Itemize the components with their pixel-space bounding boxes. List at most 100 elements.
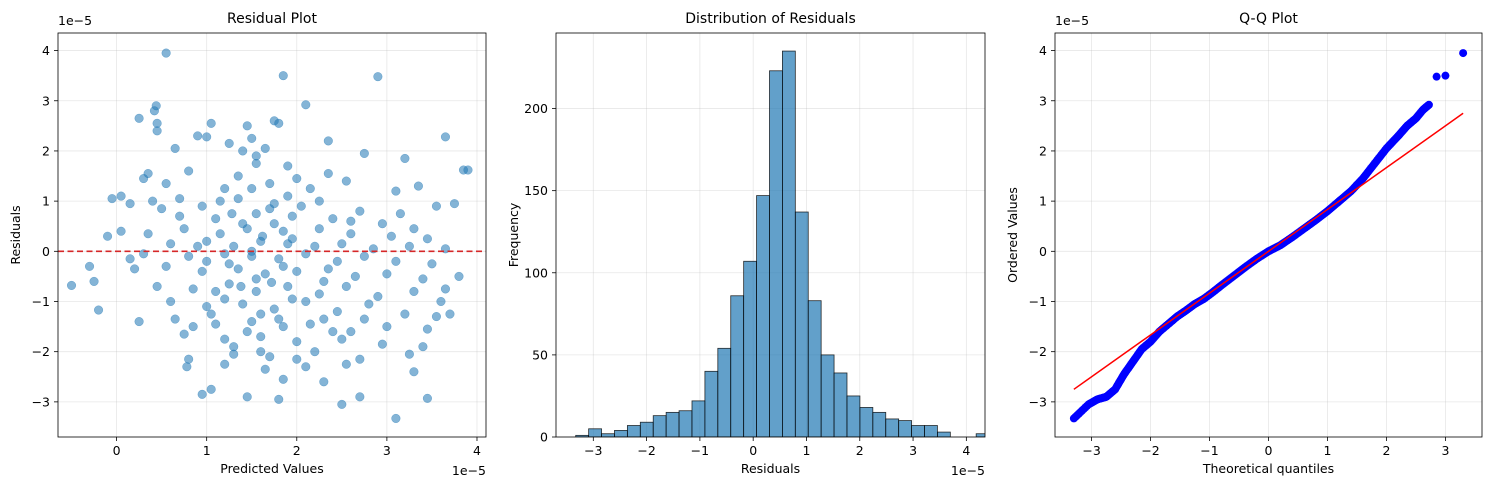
scatter-point bbox=[287, 211, 297, 221]
y-offset-text: 1e−5 bbox=[1055, 13, 1089, 28]
scatter-point bbox=[314, 224, 324, 234]
x-axis-title: Residuals bbox=[741, 461, 800, 476]
scatter-point bbox=[274, 394, 284, 404]
scatter-point bbox=[386, 231, 396, 241]
scatter-point bbox=[346, 229, 356, 239]
scatter-point bbox=[256, 332, 266, 342]
x-tick-label: 1 bbox=[802, 443, 810, 458]
plot-area bbox=[575, 50, 1002, 437]
scatter-point bbox=[179, 224, 189, 234]
scatter-point bbox=[251, 209, 261, 219]
x-axis-title: Predicted Values bbox=[220, 461, 324, 476]
histogram-bar bbox=[859, 407, 874, 437]
x-tick-label: −1 bbox=[1200, 443, 1218, 458]
scatter-point bbox=[341, 359, 351, 369]
scatter-point bbox=[257, 231, 268, 241]
scatter-point bbox=[440, 132, 451, 142]
scatter-point bbox=[404, 241, 414, 251]
scatter-point bbox=[175, 194, 185, 204]
scatter-point bbox=[202, 256, 212, 266]
scatter-point bbox=[220, 334, 230, 344]
scatter-point bbox=[143, 168, 153, 179]
scatter-point bbox=[89, 276, 99, 286]
scatter-point bbox=[116, 191, 126, 201]
scatter-point bbox=[266, 277, 277, 287]
scatter-point bbox=[220, 359, 230, 369]
histogram-bar bbox=[756, 195, 770, 437]
x-tick-label: 1 bbox=[203, 443, 211, 458]
scatter-point bbox=[283, 281, 293, 291]
scatter-point bbox=[328, 327, 338, 337]
scatter-point bbox=[236, 281, 246, 291]
x-tick-label: 4 bbox=[473, 443, 481, 458]
scatter-point bbox=[301, 362, 311, 372]
histogram-bar bbox=[601, 433, 615, 437]
scatter-point bbox=[373, 291, 383, 302]
axes-frame bbox=[555, 32, 986, 438]
scatter-point bbox=[278, 226, 288, 236]
scatter-point bbox=[251, 286, 261, 297]
scatter-point bbox=[355, 354, 365, 364]
y-tick-label: 0 bbox=[42, 244, 50, 259]
qq-point bbox=[1424, 100, 1433, 109]
y-tick-label: −1 bbox=[1029, 294, 1047, 309]
scatter-point bbox=[184, 166, 194, 176]
y-tick-label: 50 bbox=[532, 347, 548, 362]
scatter-point bbox=[188, 284, 198, 294]
scatter-point bbox=[346, 327, 356, 337]
scatter-point bbox=[260, 364, 270, 374]
scatter-point bbox=[265, 179, 275, 189]
y-tick-label: 0 bbox=[1039, 244, 1047, 259]
scatter-point bbox=[323, 136, 333, 146]
histogram-bar bbox=[769, 70, 783, 437]
scatter-point bbox=[260, 269, 270, 279]
scatter-point bbox=[422, 234, 432, 244]
scatter-point bbox=[265, 352, 275, 362]
scatter-point bbox=[125, 199, 135, 209]
scatter-point bbox=[292, 266, 302, 276]
scatter-point bbox=[440, 284, 451, 294]
scatter-point bbox=[355, 392, 365, 402]
scatter-point bbox=[364, 299, 374, 309]
scatter-point bbox=[157, 204, 167, 214]
scatter-point bbox=[66, 280, 77, 290]
scatter-point bbox=[166, 239, 176, 249]
y-axis-title: Residuals bbox=[8, 205, 23, 264]
y-tick-label: 3 bbox=[1039, 93, 1047, 108]
scatter-point bbox=[188, 322, 198, 332]
histogram-bar bbox=[665, 411, 680, 437]
scatter-point bbox=[418, 274, 428, 284]
scatter-point bbox=[260, 143, 270, 153]
histogram-bar bbox=[691, 400, 706, 437]
scatter-point bbox=[211, 319, 221, 329]
scatter-point bbox=[395, 209, 405, 219]
scatter-point bbox=[445, 309, 455, 319]
x-tick-label: 3 bbox=[1441, 443, 1449, 458]
histogram-bar bbox=[911, 425, 925, 437]
scatter-point bbox=[206, 384, 216, 394]
scatter-point bbox=[323, 168, 333, 179]
scatter-point bbox=[238, 146, 248, 156]
scatter-point bbox=[391, 256, 401, 266]
scatter-point bbox=[431, 201, 441, 211]
scatter-point bbox=[418, 342, 428, 352]
scatter-point bbox=[355, 206, 365, 216]
histogram-bar bbox=[989, 435, 1002, 437]
x-tick-label: 1 bbox=[1324, 443, 1332, 458]
histogram-bar bbox=[652, 415, 667, 437]
scatter-point bbox=[238, 299, 248, 309]
scatter-point bbox=[151, 101, 161, 111]
scatter-point bbox=[323, 264, 333, 274]
histogram-bar bbox=[820, 354, 835, 437]
scatter-point bbox=[337, 239, 347, 249]
scatter-point bbox=[242, 392, 252, 402]
scatter-point bbox=[359, 148, 369, 158]
x-tick-label: 3 bbox=[909, 443, 917, 458]
axes-frame bbox=[57, 32, 487, 438]
scatter-point bbox=[400, 309, 410, 319]
scatter-point bbox=[233, 264, 243, 274]
histogram-bar bbox=[717, 347, 732, 437]
scatter-point bbox=[337, 334, 347, 344]
scatter-point bbox=[373, 72, 383, 82]
